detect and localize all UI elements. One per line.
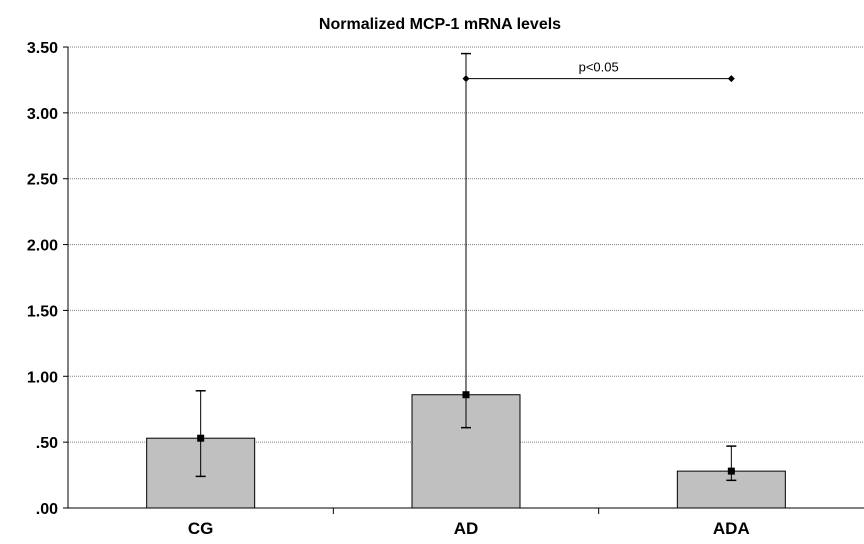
- significance-label: p<0.05: [579, 60, 619, 75]
- mean-marker-ada: [727, 467, 735, 475]
- y-tick-label: 1.50: [27, 303, 58, 320]
- y-tick-label: .00: [36, 501, 58, 518]
- y-tick-label: 3.50: [27, 40, 58, 57]
- mean-marker-cg: [197, 434, 205, 442]
- bar-ad: [411, 394, 521, 509]
- significance-endpoint: [727, 75, 735, 83]
- y-tick-label: 1.00: [27, 369, 58, 386]
- y-tick-label: .50: [36, 435, 58, 452]
- category-label-ada: ADA: [713, 519, 750, 538]
- category-label-cg: CG: [188, 519, 214, 538]
- tick-labels: .00 .50 1.00 1.50 2.00 2.50 3.00 3.50 CG AD ADA: [27, 40, 750, 538]
- y-tick-label: 3.00: [27, 106, 58, 123]
- error-bars: [195, 52, 737, 482]
- significance-endpoint: [462, 75, 470, 83]
- y-tick-label: 2.00: [27, 238, 58, 255]
- significance-annotation: p<0.05: [462, 60, 735, 83]
- chart-title: Normalized MCP-1 mRNA levels: [319, 16, 561, 33]
- y-tick-label: 2.50: [27, 172, 58, 189]
- category-label-ad: AD: [454, 519, 479, 538]
- mean-marker-ad: [462, 391, 470, 399]
